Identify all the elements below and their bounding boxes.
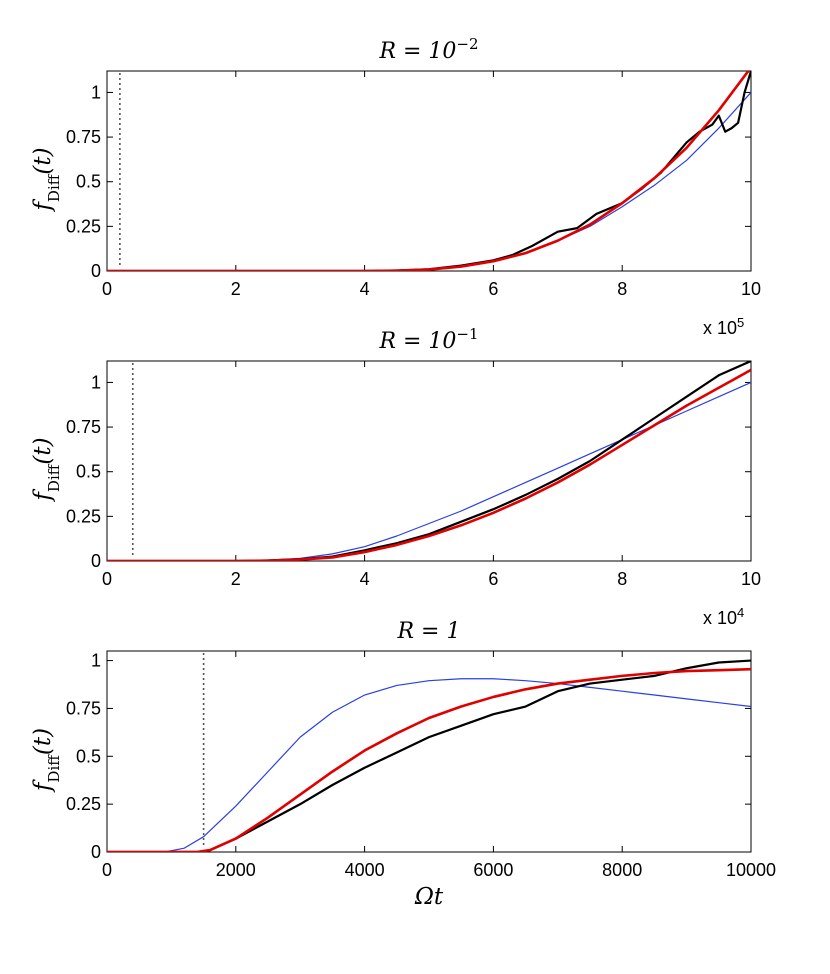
x-tick-label: 0 xyxy=(102,279,112,299)
y-axis-label-subscript: Diff xyxy=(45,173,63,202)
x-scale-multiplier: x 105 xyxy=(703,315,744,339)
y-axis-label-subscript: Diff xyxy=(45,754,63,783)
y-axis-label: fDiff(t) xyxy=(30,728,63,793)
chart-title-exponent: −1 xyxy=(456,325,478,343)
x-scale-exponent: 5 xyxy=(737,315,744,330)
x-tick-label: 10 xyxy=(741,569,761,589)
x-tick-label: 6 xyxy=(488,279,498,299)
series-line-fit xyxy=(107,368,751,561)
x-axis-label: Ωt xyxy=(414,884,444,910)
chart-title: R = 1 xyxy=(397,619,461,644)
y-tick-label: 0.25 xyxy=(66,794,101,814)
x-tick-label: 4 xyxy=(360,279,370,299)
y-axis-label-argument: (t) xyxy=(30,147,56,174)
x-scale-multiplier: x 104 xyxy=(703,605,744,629)
x-tick-label: 6 xyxy=(488,569,498,589)
x-tick-label: 6000 xyxy=(473,860,513,880)
chart-panel-2: R = 10−1 0 2 4 6 8 10 0 0.25 0.5 0.75 1 fDiff(t) x 10… xyxy=(30,325,761,628)
y-axis-label-subscript: Diff xyxy=(45,463,63,492)
y-tick-label: 0.75 xyxy=(66,417,101,437)
series-group xyxy=(107,361,751,561)
chart-panel-3: R = 1 0 2000 4000 6000 8000 10000 0 0.25 0.5 0.75 1… xyxy=(30,619,776,910)
x-tick-label: 10000 xyxy=(726,860,776,880)
y-tick-label: 0.75 xyxy=(66,698,101,718)
y-tick-label: 0.5 xyxy=(76,462,101,482)
plot-area-frame xyxy=(106,650,752,853)
plot-area-frame xyxy=(106,360,752,562)
y-tick-label: 0.5 xyxy=(76,172,101,192)
chart-title-exponent: −2 xyxy=(456,35,478,53)
y-tick-label: 0 xyxy=(91,261,101,281)
x-tick-label: 8 xyxy=(617,279,627,299)
y-tick-label: 1 xyxy=(91,82,101,102)
x-tick-label: 8000 xyxy=(602,860,642,880)
y-tick-label: 1 xyxy=(91,651,101,671)
x-tick-label: 2000 xyxy=(216,860,256,880)
x-tick-label: 0 xyxy=(102,860,112,880)
x-tick-label: 4000 xyxy=(345,860,385,880)
series-group xyxy=(107,659,751,852)
x-tick-label: 10 xyxy=(741,279,761,299)
x-tick-label: 0 xyxy=(102,569,112,589)
chart-title: R = 10−1 xyxy=(378,325,478,354)
series-group xyxy=(107,71,751,271)
chart-title: R = 10−2 xyxy=(378,35,478,64)
x-tick-label: 4 xyxy=(360,569,370,589)
y-tick-label: 0.25 xyxy=(66,216,101,236)
y-tick-label: 0 xyxy=(91,551,101,571)
y-axis-label-argument: (t) xyxy=(30,437,56,464)
y-tick-label: 0.75 xyxy=(66,127,101,147)
series-line-fit xyxy=(107,667,751,852)
x-tick-label: 2 xyxy=(231,569,241,589)
x-scale-exponent: 4 xyxy=(737,605,744,620)
y-tick-label: 0.25 xyxy=(66,506,101,526)
x-tick-label: 2 xyxy=(231,279,241,299)
series-line-theory xyxy=(107,678,751,852)
y-tick-label: 0.5 xyxy=(76,746,101,766)
x-tick-label: 8 xyxy=(617,569,627,589)
chart-panel-1: R = 10−2 0 2 4 6 8 10 0 0.25 0.5 0.75 1 fDiff(t) x 10… xyxy=(30,35,761,338)
plot-area-frame xyxy=(106,70,752,272)
series-line-fit xyxy=(107,71,750,271)
y-axis-label: fDiff(t) xyxy=(30,437,63,502)
y-axis-label: fDiff(t) xyxy=(30,147,63,212)
y-axis-label-argument: (t) xyxy=(30,728,56,755)
y-tick-label: 1 xyxy=(91,372,101,392)
y-tick-label: 0 xyxy=(91,842,101,862)
